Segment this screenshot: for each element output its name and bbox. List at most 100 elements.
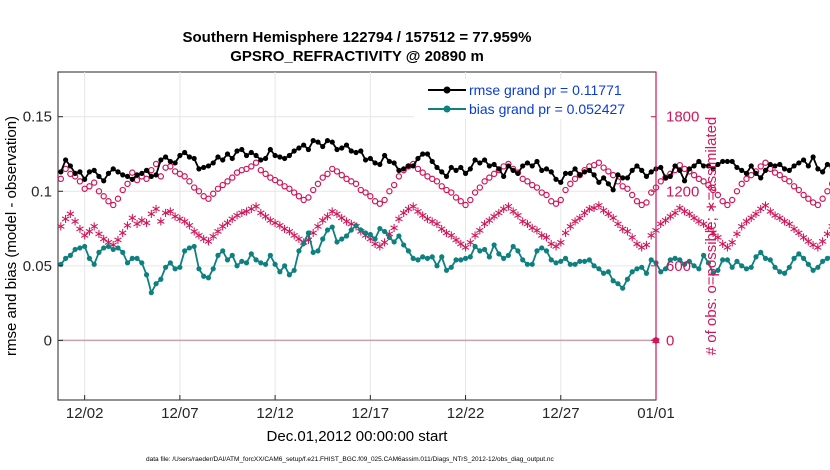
rmse-point-72 <box>401 166 407 172</box>
possible-point-81 <box>443 186 450 194</box>
possible-point-153 <box>786 178 793 185</box>
assimilated-point-142: ∗ <box>731 227 742 242</box>
assimilated-point-87: ∗ <box>470 228 481 243</box>
assimilated-point-72: ∗ <box>398 206 409 221</box>
bias-point-76 <box>420 254 426 260</box>
assimilated-point-22: ∗ <box>160 206 171 221</box>
bias-point-79 <box>434 263 440 269</box>
x-tick-label-4: 12/22 <box>447 405 485 422</box>
assimilated-point-119: ∗ <box>622 225 633 240</box>
rmse-point-122 <box>639 167 645 173</box>
bias-point-58 <box>334 239 340 245</box>
possible-point-114 <box>600 164 607 171</box>
rmse-point-118 <box>620 175 626 181</box>
bias-point-20 <box>153 281 159 287</box>
bias-point-85 <box>462 255 469 261</box>
possible-point-12 <box>114 195 122 202</box>
bias-point-143 <box>739 263 745 269</box>
possible-point-11 <box>110 201 117 209</box>
bias-series <box>58 222 830 296</box>
possible-point-27 <box>186 178 193 185</box>
bias-point-114 <box>601 270 607 276</box>
possible-point-113 <box>595 159 603 166</box>
assimilated-point-30: ∗ <box>198 232 209 247</box>
possible-point-159 <box>814 201 822 209</box>
assimilated-point-67: ∗ <box>374 239 385 254</box>
rmse-point-75 <box>415 155 421 162</box>
possible-point-47 <box>281 183 288 190</box>
bias-point-123 <box>643 270 650 276</box>
rmse-point-92 <box>496 166 502 172</box>
rmse-point-90 <box>486 163 492 169</box>
bias-point-98 <box>524 261 531 267</box>
rmse-point-3 <box>72 170 78 176</box>
bias-point-118 <box>620 285 626 291</box>
possible-point-100 <box>533 184 541 191</box>
rmse-point-88 <box>477 160 483 166</box>
rmse-point-54 <box>315 139 321 145</box>
bias-point-27 <box>186 245 193 251</box>
possible-point-63 <box>357 186 365 194</box>
possible-point-6 <box>86 183 93 190</box>
rmse-point-155 <box>796 160 802 166</box>
bias-point-93 <box>501 255 507 261</box>
assimilated-point-107: ∗ <box>565 220 576 235</box>
bias-point-65 <box>367 231 373 238</box>
rmse-point-22 <box>163 154 169 160</box>
rmse-point-52 <box>305 146 312 153</box>
legend-bias-marker <box>443 105 451 113</box>
assimilated-point-88: ∗ <box>474 223 485 238</box>
rmse-point-108 <box>572 166 578 172</box>
assimilated-point-52: ∗ <box>303 233 314 248</box>
possible-point-156 <box>800 191 807 199</box>
rmse-point-41 <box>253 152 259 159</box>
assimilated-point-16: ∗ <box>132 217 143 232</box>
possible-point-124 <box>648 189 655 196</box>
bias-point-144 <box>743 266 750 272</box>
possible-point-160 <box>819 195 826 202</box>
bias-point-7 <box>91 261 97 267</box>
bias-point-34 <box>220 248 226 254</box>
assimilated-point-32: ∗ <box>208 230 219 245</box>
rmse-point-84 <box>458 164 464 171</box>
assimilated-point-146: ∗ <box>751 207 762 222</box>
bias-point-117 <box>615 281 621 287</box>
assimilated-point-43: ∗ <box>260 210 271 225</box>
possible-point-142 <box>733 188 741 195</box>
possible-point-14 <box>124 180 131 188</box>
rmse-point-107 <box>567 170 573 176</box>
bias-point-131 <box>681 261 688 267</box>
assimilated-point-99: ∗ <box>527 221 538 236</box>
possible-point-29 <box>195 188 203 195</box>
possible-point-31 <box>205 195 212 202</box>
assimilated-point-45: ∗ <box>270 216 281 231</box>
rmse-point-11 <box>110 166 116 172</box>
possible-point-49 <box>290 189 298 196</box>
bias-point-157 <box>805 261 811 267</box>
assimilated-point-6: ∗ <box>84 225 95 240</box>
possible-point-107 <box>567 180 574 188</box>
bias-point-11 <box>110 246 116 253</box>
bias-point-99 <box>529 261 535 267</box>
rmse-point-137 <box>710 166 716 172</box>
bias-point-92 <box>496 251 502 257</box>
rmse-point-26 <box>182 149 188 156</box>
possible-point-15 <box>129 169 136 176</box>
bias-point-67 <box>377 225 383 232</box>
rmse-point-113 <box>596 179 602 185</box>
possible-point-135 <box>700 178 707 185</box>
rmse-point-111 <box>586 167 592 173</box>
bias-point-25 <box>177 264 183 270</box>
bias-point-43 <box>262 261 269 267</box>
rmse-point-149 <box>767 161 773 168</box>
possible-point-155 <box>795 186 803 194</box>
assimilated-point-137: ∗ <box>708 226 719 241</box>
assimilated-point-36: ∗ <box>227 212 238 227</box>
assimilated-point-15: ∗ <box>127 211 138 226</box>
possible-point-28 <box>190 184 198 191</box>
possible-point-134 <box>695 175 703 183</box>
possible-point-141 <box>728 196 736 204</box>
assimilated-point-152: ∗ <box>779 215 790 230</box>
possible-point-78 <box>429 175 436 183</box>
data-file-footnote: data file: /Users/raeder/DAI/ATM_forcXX/… <box>146 456 555 463</box>
